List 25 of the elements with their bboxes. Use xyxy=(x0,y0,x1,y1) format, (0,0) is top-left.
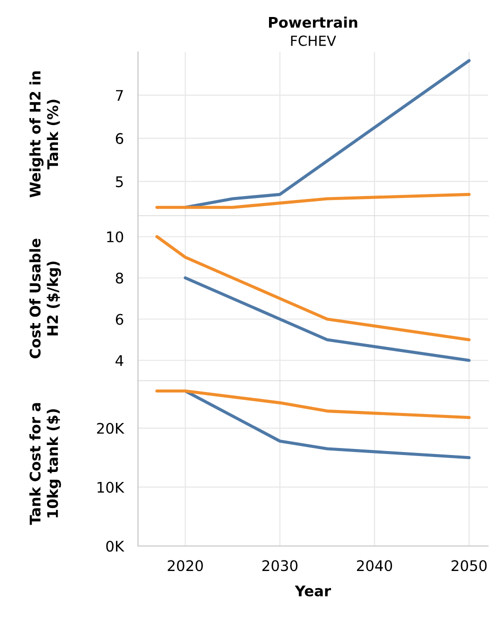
y-tick-label: 20K xyxy=(97,422,124,434)
line-series xyxy=(155,389,471,420)
x-tick-label: 2030 xyxy=(262,560,298,572)
chart-title: Powertrain xyxy=(269,16,358,28)
y-tick-label: 6 xyxy=(116,133,124,144)
y-tick-label: 8 xyxy=(116,272,124,284)
y-axis-title: Weight of H2 in Tank (%) xyxy=(29,71,60,198)
line-series xyxy=(155,192,471,209)
x-tick-label: 2020 xyxy=(168,560,203,572)
y-tick-label: 0K xyxy=(106,540,124,552)
x-tick-label: 2050 xyxy=(452,560,487,572)
y-axis-title: Cost Of Usable H2 ($/kg) xyxy=(29,238,61,358)
x-axis-title: Year xyxy=(294,586,332,596)
chart-subtitle: FCHEV xyxy=(291,36,336,46)
line-series xyxy=(155,235,471,342)
y-tick-label: 10 xyxy=(107,231,124,242)
y-tick-label: 7 xyxy=(116,90,123,101)
y-axis-title: Tank Cost for a 10kg tank ($) xyxy=(29,403,61,525)
x-tick-label: 2040 xyxy=(357,560,392,572)
y-tick-label: 4 xyxy=(116,355,124,366)
y-tick-label: 6 xyxy=(116,314,124,325)
y-tick-label: 10K xyxy=(98,482,124,493)
line-series xyxy=(184,276,471,362)
line-series xyxy=(184,59,471,209)
y-tick-label: 5 xyxy=(116,176,123,188)
